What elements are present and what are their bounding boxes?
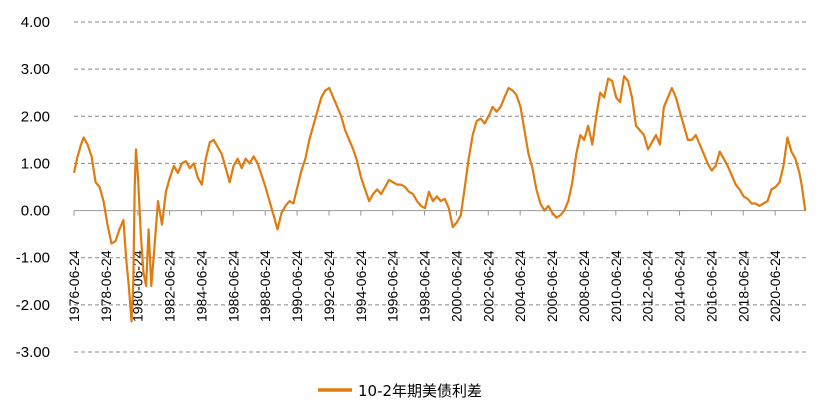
x-tick-label: 1988-06-24 [257,250,273,322]
x-tick-label: 1978-06-24 [98,250,114,322]
y-tick-label: -2.00 [16,297,50,314]
y-tick-label: 4.00 [21,14,50,31]
y-tick-label: 1.00 [21,155,50,172]
y-tick-label: 0.00 [21,203,50,220]
x-tick-label: 1984-06-24 [193,250,209,322]
legend-label: 10-2年期美债利差 [358,382,482,400]
x-tick-label: 2016-06-24 [703,250,719,322]
x-tick-label: 1990-06-24 [289,250,305,322]
x-axis: 1976-06-24 1978-06-24 1980-06-24 1982-06-24… [66,210,806,322]
x-tick-label: 2006-06-24 [544,250,560,322]
series-line [72,75,807,323]
x-tick-label: 2018-06-24 [735,250,751,322]
x-tick-label: 1986-06-24 [225,250,241,322]
y-tick-label: -1.00 [16,250,50,267]
x-tick-label: 2014-06-24 [672,250,688,322]
grid-layer [74,21,806,353]
x-tick-label: 2020-06-24 [767,250,783,322]
x-tick-label: 1982-06-24 [162,250,178,322]
x-tick-label: 1992-06-24 [321,250,337,322]
y-tick-label: 2.00 [21,108,50,125]
x-tick-label: 1994-06-24 [353,250,369,322]
x-tick-label: 2010-06-24 [608,250,624,322]
x-tick-label: 2004-06-24 [512,250,528,322]
series-layer [72,75,807,323]
legend: 10-2年期美债利差 [318,382,482,400]
x-tick-label: 1996-06-24 [385,250,401,322]
x-tick-label: 2012-06-24 [640,250,656,322]
y-tick-label: 3.00 [21,61,50,78]
y-tick-label: -3.00 [16,344,50,361]
x-tick-label: 1998-06-24 [417,250,433,322]
x-tick-label: 1976-06-24 [66,250,82,322]
x-tick-label: 2002-06-24 [480,250,496,322]
y-axis: 4.00 3.00 2.00 1.00 0.00 -1.00 -2.00 -3.00 [16,14,50,361]
x-tick-label: 2000-06-24 [448,250,464,322]
x-tick-label: 2008-06-24 [576,250,592,322]
